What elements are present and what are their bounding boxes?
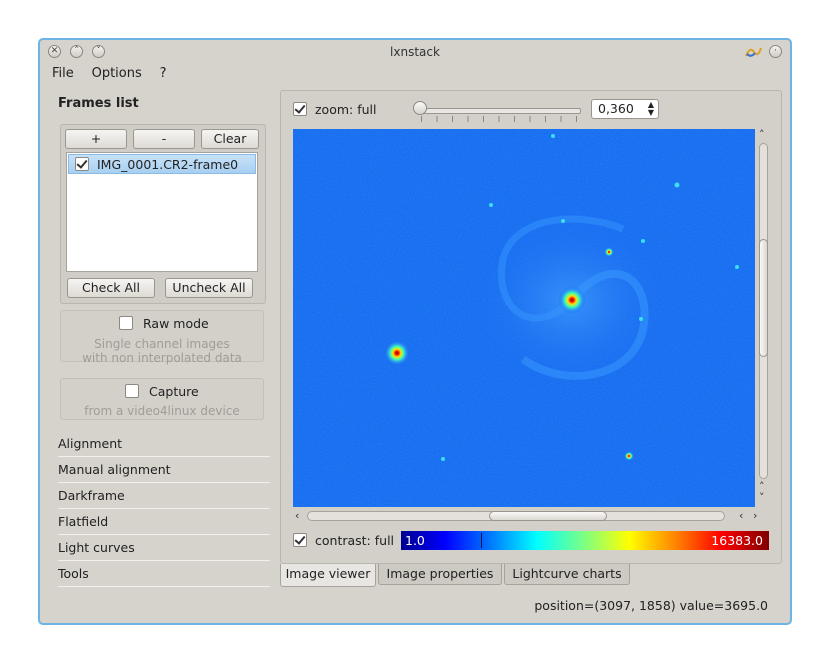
scroll-right-icon[interactable]: › <box>753 509 758 522</box>
zoom-label: zoom: full <box>315 102 377 117</box>
shade-icon[interactable]: · <box>769 45 782 58</box>
contrast-checkbox[interactable] <box>293 533 307 547</box>
scroll-left-icon[interactable]: ‹ <box>295 509 300 522</box>
spin-arrows-icon[interactable]: ▲ ▼ <box>647 100 654 117</box>
horizontal-scrollbar[interactable]: ‹ ‹ › <box>293 509 771 523</box>
toolbox-alignment[interactable]: Alignment <box>58 434 270 460</box>
toolbox-darkframe[interactable]: Darkframe <box>58 486 270 512</box>
app-window: ✕ ˄ ˅ lxnstack · File Options ? Frames l… <box>38 38 792 625</box>
capture-hint: from a video4linux device <box>84 404 240 418</box>
colorbar-max: 16383.0 <box>711 533 763 548</box>
app-logo-icon <box>745 47 762 57</box>
add-frame-button[interactable]: + <box>65 129 127 149</box>
frame-name: IMG_0001.CR2-frame0 <box>97 157 239 172</box>
toolbox-light-curves[interactable]: Light curves <box>58 538 270 564</box>
toolbox-manual-alignment-label: Manual alignment <box>58 462 171 477</box>
scroll-down-icon[interactable]: ˅ <box>759 491 765 504</box>
menu-bar: File Options ? <box>52 66 181 84</box>
window-title: lxnstack <box>390 45 440 59</box>
capture-group: Capture from a video4linux device <box>60 378 264 420</box>
raw-mode-hint-line2: with non interpolated data <box>82 351 242 365</box>
tab-lightcurve-charts[interactable]: Lightcurve charts <box>504 564 630 585</box>
clear-frames-button[interactable]: Clear <box>201 129 259 149</box>
colorbar-marker <box>481 533 482 548</box>
toolbox-light-curves-label: Light curves <box>58 540 135 555</box>
scroll-left-end-icon[interactable]: ‹ <box>739 509 744 522</box>
image-canvas[interactable] <box>293 129 755 507</box>
scroll-up-bottom-icon[interactable]: ˄ <box>759 480 765 493</box>
minimize-icon[interactable]: ˅ <box>92 45 105 58</box>
toolbox-flatfield-label: Flatfield <box>58 514 109 529</box>
status-bar-text: position=(3097, 1858) value=3695.0 <box>534 598 768 613</box>
zoom-slider-handle[interactable] <box>413 101 427 115</box>
vertical-scroll-thumb[interactable] <box>759 239 768 357</box>
raw-mode-label: Raw mode <box>143 316 209 331</box>
zoom-checkbox[interactable] <box>293 102 307 116</box>
toolbox-tools[interactable]: Tools <box>58 564 270 590</box>
colorbar-min: 1.0 <box>405 533 425 548</box>
horizontal-scroll-thumb[interactable] <box>489 511 607 521</box>
frame-checkbox[interactable] <box>75 157 89 171</box>
toolbox-tools-label: Tools <box>58 566 89 581</box>
zoom-slider-ticks <box>421 116 577 122</box>
raw-mode-hint-line1: Single channel images <box>94 337 230 351</box>
raw-mode-checkbox[interactable] <box>119 316 133 330</box>
menu-help[interactable]: ? <box>159 66 167 81</box>
frames-list-title: Frames list <box>58 96 139 111</box>
tab-image-properties[interactable]: Image properties <box>378 564 502 585</box>
list-item[interactable]: IMG_0001.CR2-frame0 <box>68 154 256 174</box>
raw-mode-group: Raw mode Single channel images with non … <box>60 310 264 365</box>
frames-list-panel: + - Clear IMG_0001.CR2-frame0 Check All … <box>60 124 266 304</box>
toolbox-flatfield[interactable]: Flatfield <box>58 512 270 538</box>
vertical-scrollbar[interactable]: ˄ ˄ ˅ <box>757 129 771 507</box>
zoom-spinbox[interactable]: 0,360 ▲ ▼ <box>591 99 659 119</box>
check-all-button[interactable]: Check All <box>67 278 155 298</box>
capture-checkbox[interactable] <box>125 384 139 398</box>
zoom-slider-track[interactable] <box>415 108 581 114</box>
remove-frame-button[interactable]: - <box>133 129 195 149</box>
close-icon[interactable]: ✕ <box>48 45 61 58</box>
menu-options[interactable]: Options <box>91 66 142 81</box>
contrast-colorbar[interactable]: 1.0 16383.0 <box>401 531 769 550</box>
image-viewer-panel: zoom: full 0,360 ▲ ▼ <box>280 90 782 564</box>
toolbox-manual-alignment[interactable]: Manual alignment <box>58 460 270 486</box>
toolbox-alignment-label: Alignment <box>58 436 123 451</box>
frames-list[interactable]: IMG_0001.CR2-frame0 <box>66 152 258 272</box>
toolbox-darkframe-label: Darkframe <box>58 488 125 503</box>
title-bar: ✕ ˄ ˅ lxnstack · <box>40 40 790 64</box>
scroll-up-icon[interactable]: ˄ <box>759 128 765 141</box>
contrast-label: contrast: full <box>315 533 395 548</box>
maximize-icon[interactable]: ˄ <box>70 45 83 58</box>
capture-label: Capture <box>149 384 199 399</box>
uncheck-all-button[interactable]: Uncheck All <box>165 278 253 298</box>
menu-file[interactable]: File <box>52 66 74 81</box>
astro-image <box>293 129 755 507</box>
tab-image-viewer[interactable]: Image viewer <box>280 564 376 587</box>
zoom-value: 0,360 <box>598 101 634 116</box>
